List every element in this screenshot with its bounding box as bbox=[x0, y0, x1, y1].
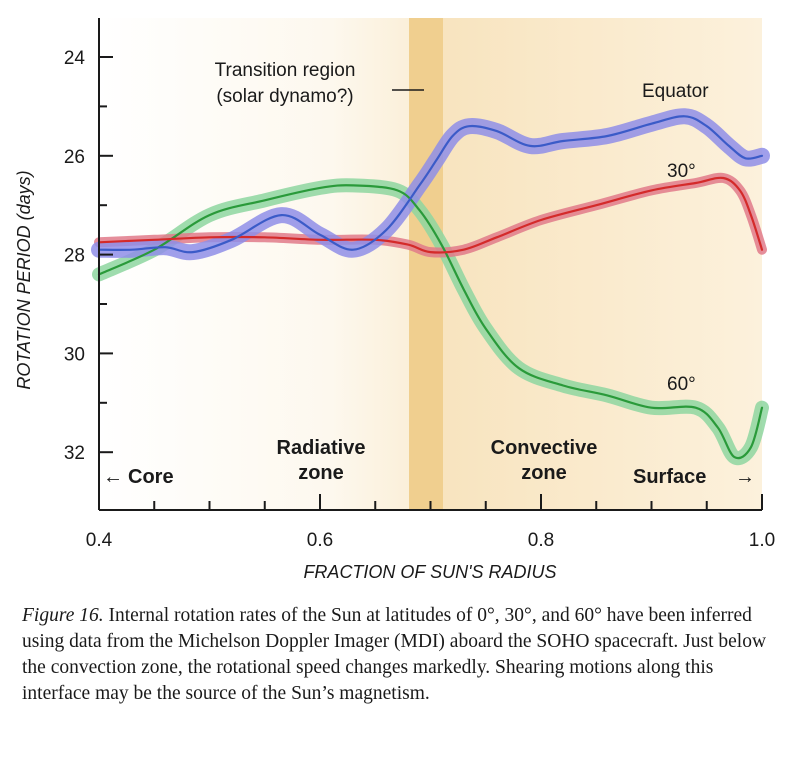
x-tick-label-0.8: 0.8 bbox=[528, 530, 554, 551]
x-tick-label-0.6: 0.6 bbox=[307, 530, 333, 551]
chart-svg: 24 26 28 30 32 0.4 0.6 0.8 1.0 ROTATION PERIOD (… bbox=[14, 18, 775, 582]
equator-label: Equator bbox=[642, 81, 709, 102]
y-tick-label-28: 28 bbox=[64, 246, 85, 267]
caption-text: Internal rotation rates of the Sun at la… bbox=[22, 605, 767, 704]
x-tick-label-0.4: 0.4 bbox=[86, 530, 113, 551]
convective-background bbox=[443, 18, 762, 510]
core-marker: ← Core bbox=[103, 466, 174, 488]
core-label: Core bbox=[128, 466, 174, 488]
convective-label-line1: Convective bbox=[491, 437, 598, 459]
caption-figure-label: Figure 16. bbox=[22, 605, 104, 626]
core-arrow-icon: ← bbox=[103, 466, 123, 488]
lat60-label: 60° bbox=[667, 374, 696, 395]
y-tick-label-30: 30 bbox=[64, 344, 85, 365]
transition-label-line2: (solar dynamo?) bbox=[216, 86, 353, 107]
series-lines bbox=[97, 115, 764, 460]
line-equator bbox=[97, 115, 764, 254]
figure-caption: Figure 16. Internal rotation rates of th… bbox=[22, 603, 774, 707]
x-axis-title: FRACTION OF SUN'S RADIUS bbox=[303, 562, 556, 582]
convective-label-line2: zone bbox=[521, 462, 567, 484]
radiative-label-line2: zone bbox=[298, 462, 344, 484]
surface-label: Surface bbox=[633, 466, 706, 488]
y-tick-label-26: 26 bbox=[64, 147, 85, 168]
axis-ticks: 24 26 28 30 32 0.4 0.6 0.8 1.0 bbox=[64, 48, 775, 551]
line-60 bbox=[97, 184, 764, 460]
rotation-chart: 24 26 28 30 32 0.4 0.6 0.8 1.0 ROTATION PERIOD (… bbox=[14, 18, 775, 582]
surface-marker: Surface → bbox=[633, 466, 755, 488]
surface-arrow-icon: → bbox=[735, 466, 755, 488]
y-tick-label-32: 32 bbox=[64, 443, 85, 464]
y-tick-label-24: 24 bbox=[64, 48, 86, 69]
lat30-label: 30° bbox=[667, 161, 696, 182]
line-30 bbox=[97, 176, 764, 254]
transition-region-band bbox=[409, 18, 443, 510]
transition-label-line1: Transition region bbox=[215, 60, 356, 81]
radiative-label-line1: Radiative bbox=[277, 437, 366, 459]
y-axis-title: ROTATION PERIOD (days) bbox=[14, 170, 34, 389]
x-tick-label-1.0: 1.0 bbox=[749, 530, 775, 551]
